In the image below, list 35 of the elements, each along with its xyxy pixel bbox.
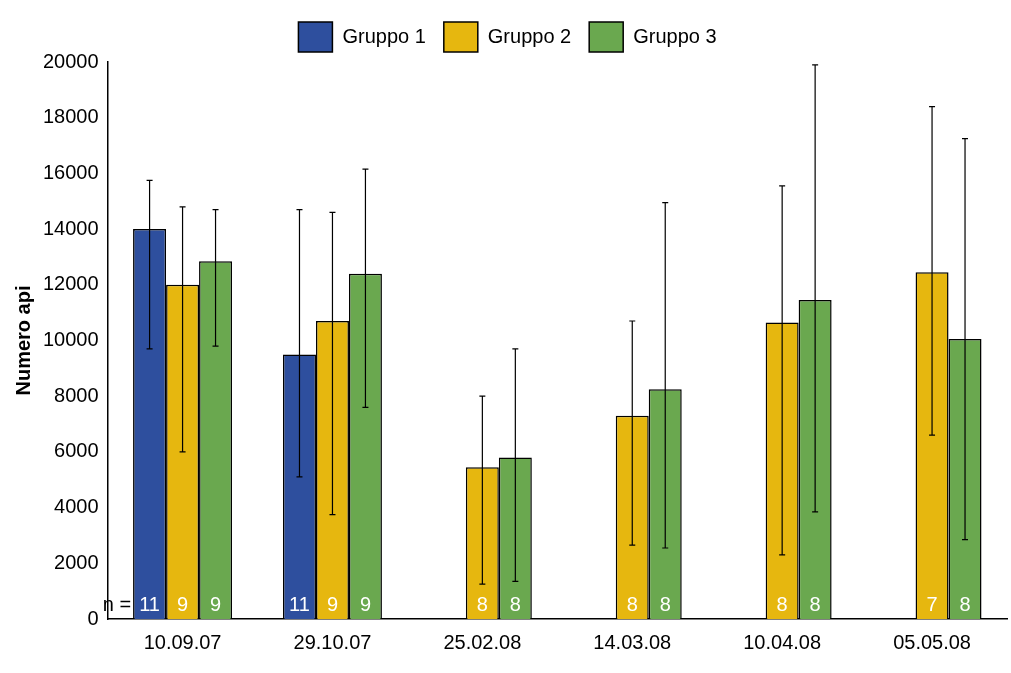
y-tick-label: 12000 <box>42 272 99 295</box>
annotation: 11 <box>139 592 160 615</box>
y-tick-label: 2000 <box>54 550 99 573</box>
y-axis-title: Numero api <box>11 285 34 396</box>
x-tick-label: 10.09.07 <box>143 630 222 653</box>
x-tick-label: 25.02.08 <box>443 630 522 653</box>
annotation: 8 <box>776 592 788 615</box>
annotation: 9 <box>177 592 189 615</box>
y-tick-label: 18000 <box>42 105 99 128</box>
legend-label: Gruppo 2 <box>487 24 572 47</box>
x-tick-label: 05.05.08 <box>893 630 971 653</box>
y-tick-label: 14000 <box>42 216 99 239</box>
legend-label: Gruppo 1 <box>342 24 426 47</box>
x-tick-label: 14.03.08 <box>593 630 672 653</box>
y-tick-label: 10000 <box>42 328 99 351</box>
annotation: 8 <box>626 592 638 615</box>
annotation: 11 <box>289 592 310 615</box>
y-tick-label: 8000 <box>54 383 99 406</box>
y-tick-label: 0 <box>87 606 99 629</box>
annotation: 8 <box>476 592 488 615</box>
y-tick-label: 20000 <box>42 49 99 72</box>
y-tick-label: 6000 <box>54 439 99 462</box>
annotation: 8 <box>959 592 971 615</box>
annotation: 8 <box>509 592 521 615</box>
annotation: 8 <box>809 592 821 615</box>
annotation: 9 <box>209 592 222 615</box>
y-tick-label: 16000 <box>42 160 99 183</box>
y-tick-label: 4000 <box>54 495 99 518</box>
annotation: 8 <box>659 592 671 615</box>
annotation: 7 <box>926 592 938 615</box>
x-tick-label: 29.10.07 <box>293 630 372 653</box>
legend-label: Gruppo 3 <box>633 24 717 47</box>
annotation: 9 <box>359 592 371 615</box>
annotation: 9 <box>326 592 339 615</box>
x-tick-label: 10.04.08 <box>743 630 822 653</box>
